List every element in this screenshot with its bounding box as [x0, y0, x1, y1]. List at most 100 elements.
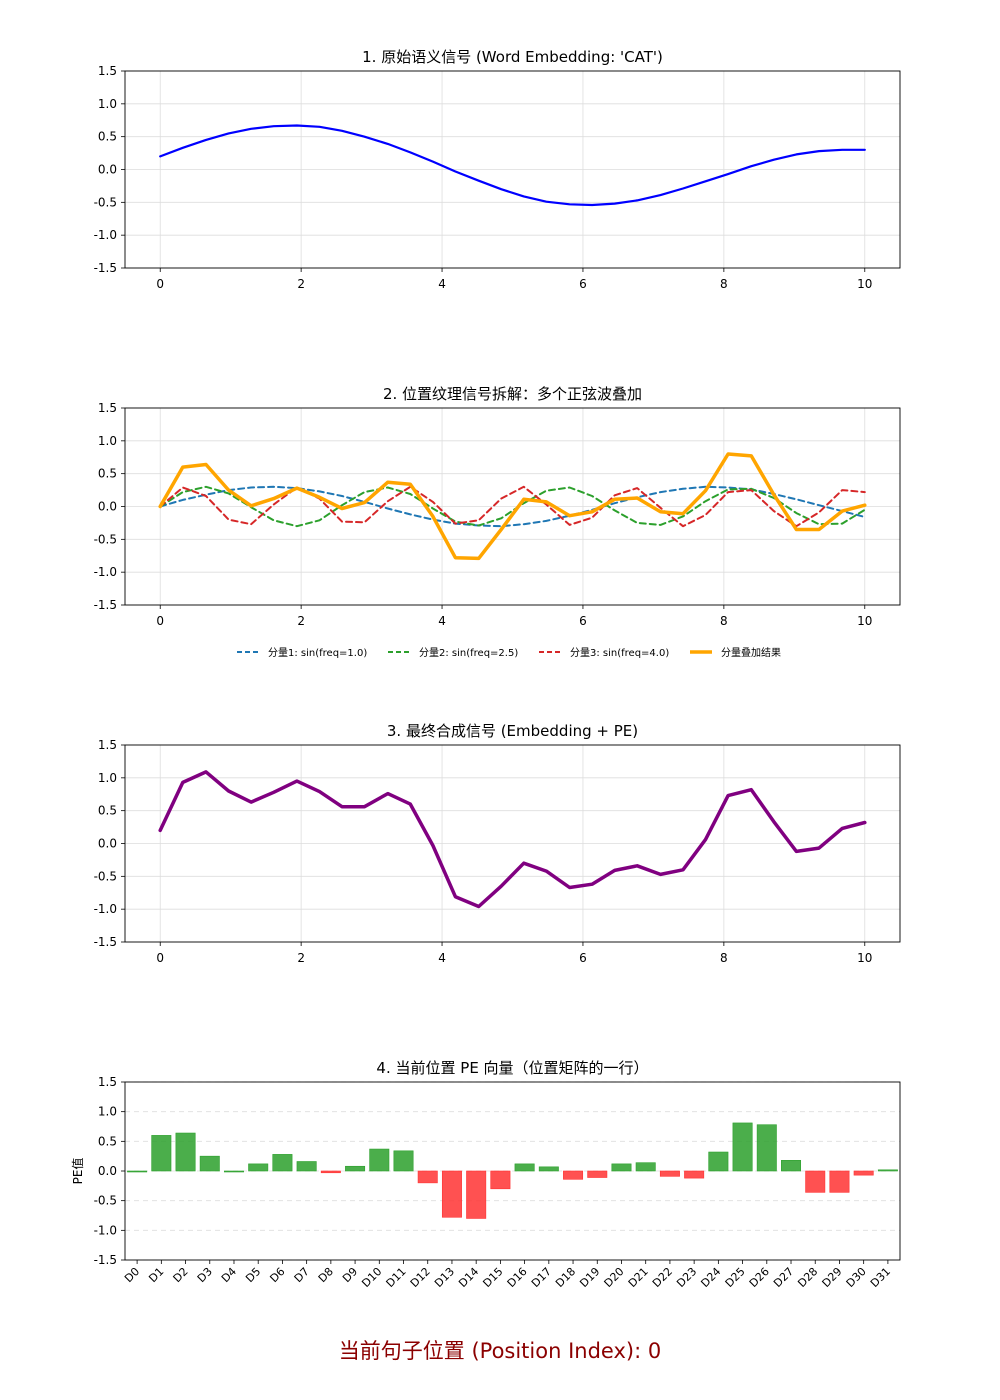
bar-D13	[441, 1170, 462, 1218]
x-tick-label: D24	[698, 1265, 723, 1290]
x-tick-label: 0	[156, 614, 164, 628]
chart-panel-4-pe-bars: 1.5 1.0 0.5 0.0 -0.5 -1.0 -1.5 4. 当前位置 PE 向量（位置…	[70, 1059, 901, 1290]
y-tick-label: -1.5	[94, 1253, 117, 1267]
y-tick-label: 1.0	[98, 771, 117, 785]
y-tick-label: 1.0	[98, 97, 117, 111]
bar-D3	[199, 1155, 220, 1172]
x-tick-label: D1	[146, 1265, 166, 1285]
y-tick-label: 1.5	[98, 1075, 117, 1089]
y-tick-label: 1.5	[98, 401, 117, 415]
x-tick-label: D21	[626, 1265, 651, 1290]
x-tick-label: 4	[438, 951, 446, 965]
x-tick-label: D23	[674, 1265, 699, 1290]
y-tick-label: 0.0	[98, 1164, 117, 1178]
bar-D12	[417, 1170, 438, 1184]
x-tick-label: 0	[156, 951, 164, 965]
bar-D20	[611, 1163, 632, 1172]
x-tick-label: D20	[602, 1265, 627, 1290]
x-tick-label: D8	[316, 1265, 336, 1285]
x-tick-label: D0	[122, 1265, 142, 1285]
x-tick-label: D30	[844, 1265, 869, 1290]
bar-D21	[635, 1162, 656, 1172]
bar-D1	[151, 1135, 172, 1172]
plot-border	[124, 70, 901, 269]
y-tick-label: 1.0	[98, 434, 117, 448]
bar-D27	[781, 1160, 802, 1172]
series-line-1	[159, 124, 866, 207]
bar-D10	[369, 1148, 390, 1172]
bar-D31	[877, 1169, 898, 1172]
plot-border	[124, 744, 901, 943]
chart-title: 1. 原始语义信号 (Word Embedding: 'CAT')	[362, 48, 663, 66]
bar-D18	[563, 1170, 584, 1180]
x-tick-label: D6	[267, 1265, 287, 1285]
x-tick-label: D26	[747, 1265, 772, 1290]
x-tick-label: D17	[529, 1265, 554, 1290]
chart-panel-1-embedding: 1.5 1.0 0.5 0.0 -0.5 -1.0 -1.5 1. 原始语义信号 (Word …	[94, 48, 901, 291]
chart-title: 4. 当前位置 PE 向量（位置矩阵的一行）	[376, 1059, 648, 1077]
x-tick-label: D4	[219, 1265, 239, 1285]
bar-D25	[732, 1122, 753, 1172]
x-tick-label: D15	[480, 1265, 505, 1290]
y-tick-label: -0.5	[94, 1194, 117, 1208]
series-line-1	[158, 770, 867, 909]
x-tick-label: D3	[195, 1265, 215, 1285]
y-tick-label: -1.5	[94, 261, 117, 275]
x-tick-label: D19	[577, 1265, 602, 1290]
bar-D26	[756, 1124, 777, 1172]
bar-D15	[490, 1170, 511, 1190]
x-tick-label: 4	[438, 277, 446, 291]
x-tick-label: D16	[505, 1265, 530, 1290]
bar-D8	[320, 1170, 341, 1174]
x-tick-label: D29	[819, 1265, 844, 1290]
bar-D5	[248, 1163, 269, 1172]
bar-D9	[345, 1165, 366, 1172]
bar-D7	[296, 1161, 317, 1172]
chart-panel-2-pe-components: 1.5 1.0 0.5 0.0 -0.5 -1.0 -1.5 2. 位置纹理信号拆解：多个正弦…	[94, 385, 901, 628]
y-tick-label: 0.0	[98, 163, 117, 177]
y-tick-label: 0.5	[98, 130, 117, 144]
y-tick-label: -1.5	[94, 598, 117, 612]
y-tick-label: -0.5	[94, 532, 117, 546]
x-tick-label: D28	[795, 1265, 820, 1290]
y-tick-label: 0.5	[98, 467, 117, 481]
chart-title: 2. 位置纹理信号拆解：多个正弦波叠加	[383, 385, 642, 403]
series-line-2	[159, 485, 866, 528]
y-tick-label: -1.0	[94, 902, 117, 916]
y-tick-label: -0.5	[94, 869, 117, 883]
x-tick-label: 10	[857, 951, 872, 965]
y-tick-label: 0.0	[98, 500, 117, 514]
y-tick-label: 1.5	[98, 64, 117, 78]
x-tick-label: D27	[771, 1265, 796, 1290]
bar-D17	[538, 1166, 559, 1172]
y-tick-label: 1.5	[98, 738, 117, 752]
x-tick-label: D9	[340, 1265, 360, 1285]
y-tick-label: -1.0	[94, 565, 117, 579]
bar-D2	[175, 1132, 196, 1172]
y-tick-label: -1.5	[94, 935, 117, 949]
chart-legend: 分量1: sin(freq=1.0) 分量2: sin(freq=2.5) 分量3:…	[237, 646, 781, 659]
x-tick-label: 2	[297, 614, 305, 628]
bar-D30	[853, 1170, 874, 1176]
x-tick-label: D7	[292, 1265, 312, 1285]
y-tick-label: -1.0	[94, 1223, 117, 1237]
legend-label-3: 分量3: sin(freq=4.0)	[570, 647, 669, 659]
x-tick-label: 6	[579, 277, 587, 291]
x-tick-label: D10	[359, 1265, 384, 1290]
x-tick-label: D18	[553, 1265, 578, 1290]
y-tick-label: 1.0	[98, 1105, 117, 1119]
x-tick-label: 6	[579, 614, 587, 628]
series-line-3	[159, 485, 866, 528]
x-tick-label: D31	[868, 1265, 893, 1290]
x-tick-label: 2	[297, 951, 305, 965]
x-tick-label: D2	[171, 1265, 191, 1285]
y-tick-label: 0.0	[98, 837, 117, 851]
bar-D11	[393, 1150, 414, 1172]
plot-border	[124, 407, 901, 606]
x-tick-label: 10	[857, 614, 872, 628]
bar-D29	[829, 1170, 850, 1193]
x-tick-label: 0	[156, 277, 164, 291]
x-tick-label: 10	[857, 277, 872, 291]
bar-D28	[805, 1170, 826, 1193]
